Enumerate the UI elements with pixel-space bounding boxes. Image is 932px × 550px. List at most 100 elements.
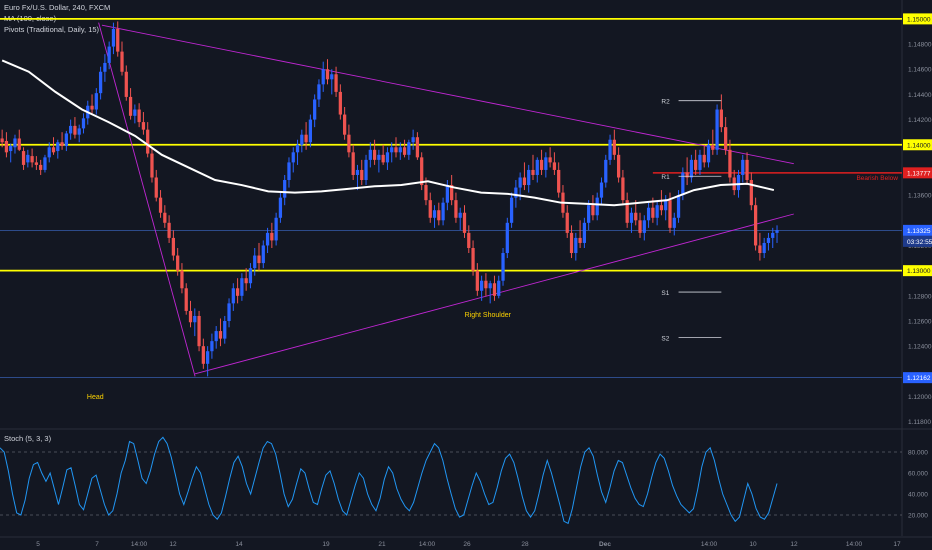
candle-body[interactable] bbox=[9, 146, 13, 152]
candle-body[interactable] bbox=[741, 159, 745, 175]
candle-body[interactable] bbox=[685, 172, 689, 178]
candle-body[interactable] bbox=[766, 237, 771, 243]
candle-body[interactable] bbox=[124, 71, 128, 97]
candle-body[interactable] bbox=[638, 220, 642, 233]
candle-body[interactable] bbox=[736, 174, 741, 191]
candle-body[interactable] bbox=[634, 212, 638, 221]
candle-body[interactable] bbox=[437, 210, 441, 221]
candle-body[interactable] bbox=[454, 200, 458, 218]
candle-body[interactable] bbox=[128, 96, 133, 116]
candle-body[interactable] bbox=[587, 205, 591, 223]
candle-body[interactable] bbox=[30, 156, 34, 163]
candle-body[interactable] bbox=[300, 134, 304, 145]
candle-body[interactable] bbox=[706, 144, 711, 163]
candle-body[interactable] bbox=[565, 212, 569, 233]
candle-body[interactable] bbox=[60, 142, 64, 147]
candle-body[interactable] bbox=[668, 200, 672, 228]
candle-body[interactable] bbox=[77, 128, 81, 135]
candle-body[interactable] bbox=[368, 149, 372, 160]
candle-body[interactable] bbox=[445, 185, 449, 203]
candle-body[interactable] bbox=[26, 154, 30, 163]
candle-body[interactable] bbox=[655, 205, 659, 218]
candle-body[interactable] bbox=[137, 109, 141, 123]
candle-body[interactable] bbox=[664, 200, 668, 211]
candle-body[interactable] bbox=[141, 122, 146, 130]
candle-body[interactable] bbox=[308, 119, 313, 143]
candle-body[interactable] bbox=[295, 144, 300, 153]
candle-body[interactable] bbox=[381, 154, 385, 163]
candle-body[interactable] bbox=[304, 134, 308, 143]
candle-body[interactable] bbox=[69, 125, 73, 134]
candle-body[interactable] bbox=[313, 99, 317, 120]
candle-body[interactable] bbox=[265, 232, 270, 246]
candle-body[interactable] bbox=[330, 74, 334, 80]
candle-body[interactable] bbox=[544, 157, 548, 170]
candle-body[interactable] bbox=[154, 177, 158, 198]
candle-body[interactable] bbox=[749, 180, 753, 206]
candle-body[interactable] bbox=[574, 237, 578, 254]
trendline[interactable] bbox=[101, 24, 794, 165]
candle-body[interactable] bbox=[321, 69, 325, 85]
candle-body[interactable] bbox=[103, 62, 107, 72]
candle-body[interactable] bbox=[745, 159, 749, 181]
candle-body[interactable] bbox=[411, 137, 415, 143]
candle-body[interactable] bbox=[377, 154, 381, 160]
price-axis[interactable]: 1.152001.148001.146001.144001.142001.138… bbox=[903, 0, 932, 426]
candle-body[interactable] bbox=[334, 74, 338, 92]
candle-body[interactable] bbox=[223, 321, 227, 339]
candle-body[interactable] bbox=[509, 197, 514, 223]
candle-body[interactable] bbox=[283, 180, 287, 198]
candle-body[interactable] bbox=[180, 270, 184, 289]
candle-body[interactable] bbox=[694, 159, 698, 170]
candle-body[interactable] bbox=[659, 205, 664, 211]
candle-body[interactable] bbox=[646, 207, 651, 221]
candle-body[interactable] bbox=[90, 105, 94, 110]
candle-body[interactable] bbox=[64, 133, 68, 147]
candle-body[interactable] bbox=[557, 169, 561, 193]
candle-body[interactable] bbox=[244, 278, 248, 284]
candle-body[interactable] bbox=[514, 187, 518, 198]
candle-body[interactable] bbox=[629, 212, 634, 223]
candle-body[interactable] bbox=[552, 162, 557, 170]
candle-body[interactable] bbox=[728, 149, 732, 178]
candle-body[interactable] bbox=[467, 232, 471, 248]
candle-body[interactable] bbox=[518, 177, 522, 188]
candle-body[interactable] bbox=[385, 152, 390, 163]
stoch-indicator-label[interactable]: Stoch (5, 3, 3) bbox=[4, 434, 52, 443]
candle-body[interactable] bbox=[214, 331, 218, 342]
candle-body[interactable] bbox=[73, 125, 77, 135]
candle-body[interactable] bbox=[719, 109, 723, 128]
candle-body[interactable] bbox=[711, 144, 715, 150]
candle-body[interactable] bbox=[201, 346, 205, 364]
candle-body[interactable] bbox=[698, 154, 702, 170]
candle-body[interactable] bbox=[343, 114, 347, 135]
candle-body[interactable] bbox=[402, 147, 407, 155]
candle-body[interactable] bbox=[240, 278, 244, 296]
candle-body[interactable] bbox=[450, 185, 454, 201]
candle-body[interactable] bbox=[702, 154, 706, 163]
candle-body[interactable] bbox=[591, 205, 595, 216]
candle-body[interactable] bbox=[501, 253, 505, 281]
candle-body[interactable] bbox=[428, 200, 432, 218]
pivots-indicator-label[interactable]: Pivots (Traditional, Daily, 15) bbox=[4, 25, 100, 34]
candle-body[interactable] bbox=[355, 169, 360, 175]
candle-body[interactable] bbox=[488, 283, 492, 289]
candle-body[interactable] bbox=[599, 182, 604, 198]
main-pane[interactable]: Bearish Below R2 R1 S1 S2 Head Right Shoulder bbox=[0, 0, 932, 538]
candle-body[interactable] bbox=[548, 157, 552, 163]
candle-body[interactable] bbox=[325, 69, 330, 80]
candle-body[interactable] bbox=[441, 202, 445, 221]
candle-body[interactable] bbox=[206, 351, 210, 364]
candle-body[interactable] bbox=[672, 217, 676, 228]
candle-body[interactable] bbox=[98, 71, 103, 94]
candle-body[interactable] bbox=[235, 288, 240, 296]
candle-body[interactable] bbox=[676, 195, 681, 218]
candle-body[interactable] bbox=[539, 159, 544, 170]
candle-body[interactable] bbox=[176, 255, 180, 271]
candle-body[interactable] bbox=[163, 212, 167, 223]
candle-body[interactable] bbox=[753, 205, 758, 246]
candle-body[interactable] bbox=[505, 222, 509, 254]
candle-body[interactable] bbox=[758, 245, 762, 254]
time-axis[interactable]: 5 7 14:00 12 14 19 21 14:00 26 28 Dec 14:00 10 12 14:0… bbox=[36, 541, 901, 548]
candle-body[interactable] bbox=[364, 159, 368, 181]
